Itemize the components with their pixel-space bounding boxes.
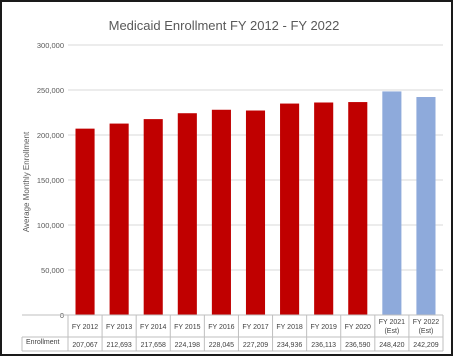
bar <box>314 102 333 315</box>
table-value: 227,209 <box>243 342 268 349</box>
table-value: 224,198 <box>175 342 200 349</box>
x-tick-label: FY 2016 <box>208 324 234 331</box>
chart-title: Medicaid Enrollment FY 2012 - FY 2022 <box>109 18 340 33</box>
x-tick-label: FY 2022 <box>413 319 439 326</box>
y-tick-label: 100,000 <box>37 221 64 230</box>
x-tick-label: FY 2020 <box>345 324 371 331</box>
y-tick-label: 150,000 <box>37 176 64 185</box>
bar <box>280 104 299 315</box>
table-value: 228,045 <box>209 342 234 349</box>
x-tick-label: FY 2013 <box>106 324 132 331</box>
y-tick-label: 250,000 <box>37 86 64 95</box>
y-tick-labels: 050,000100,000150,000200,000250,000300,0… <box>37 41 64 320</box>
table-value: 248,420 <box>379 342 404 349</box>
x-tick-label: FY 2019 <box>311 324 337 331</box>
table-value: 242,209 <box>413 342 438 349</box>
table-value: 236,113 <box>311 342 336 349</box>
x-tick-label: FY 2021 <box>379 319 405 326</box>
x-tick-label: (Est) <box>384 328 399 335</box>
bar <box>382 91 401 315</box>
table-value: 236,590 <box>345 342 370 349</box>
x-tick-label: FY 2015 <box>174 324 200 331</box>
table-value: 207,067 <box>72 342 97 349</box>
bar <box>76 129 95 315</box>
y-tick-label: 50,000 <box>41 266 64 275</box>
table-value: 234,936 <box>277 342 302 349</box>
bar <box>178 113 197 315</box>
bar <box>144 119 163 315</box>
table-value: 212,693 <box>106 342 131 349</box>
x-tick-label: FY 2014 <box>140 324 166 331</box>
data-table: Enrollment FY 2012 207,067 FY 2013 212,693 F… <box>22 315 443 351</box>
table-value: 217,658 <box>141 342 166 349</box>
bar <box>212 110 231 315</box>
bar <box>416 97 435 315</box>
table-row-label: Enrollment <box>26 339 60 346</box>
x-tick-label: FY 2017 <box>242 324 268 331</box>
x-tick-label: (Est) <box>419 328 434 335</box>
y-tick-label: 200,000 <box>37 131 64 140</box>
bar <box>246 111 265 315</box>
bars <box>76 91 436 315</box>
y-axis-label: Average Monthly Enrollment <box>22 131 31 232</box>
bar <box>110 124 129 315</box>
y-tick-label: 300,000 <box>37 41 64 50</box>
x-tick-label: FY 2012 <box>72 324 98 331</box>
x-tick-label: FY 2018 <box>276 324 302 331</box>
bar <box>348 102 367 315</box>
